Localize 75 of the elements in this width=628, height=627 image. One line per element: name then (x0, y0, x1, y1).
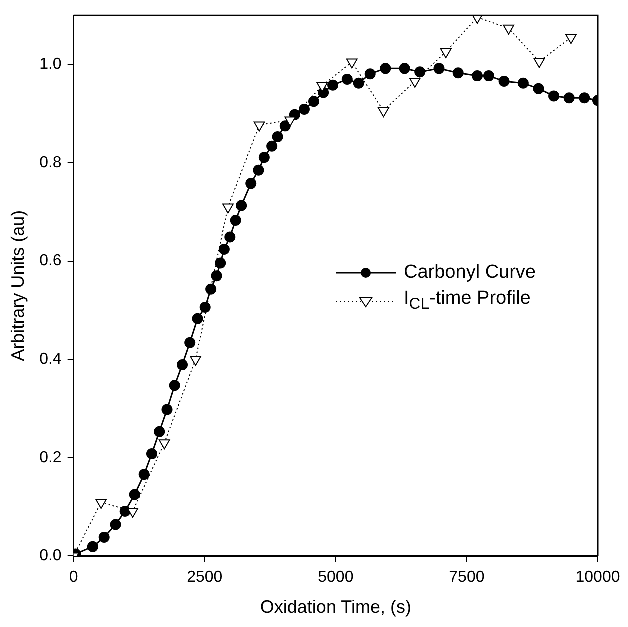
y-tick-label: 1.0 (40, 56, 62, 74)
point (452, 68, 464, 79)
y-tick-label: 0.0 (40, 548, 62, 565)
y-tick-label: 0.6 (40, 252, 62, 270)
point (498, 76, 510, 87)
x-tick-label: 10000 (576, 569, 620, 586)
point (192, 313, 204, 324)
point (96, 499, 108, 510)
point (253, 164, 264, 176)
point (503, 24, 515, 35)
point (414, 66, 426, 78)
point (110, 519, 122, 530)
legend-label: Carbonyl Curve (404, 260, 536, 285)
point (154, 426, 166, 438)
point (266, 140, 278, 152)
point (211, 270, 222, 282)
point (380, 63, 392, 74)
legend-label: I$_{CL}$-time Profile (404, 286, 531, 315)
point (206, 284, 217, 295)
point (353, 78, 364, 89)
point (258, 152, 270, 164)
point (129, 489, 140, 500)
point (518, 78, 529, 89)
point (472, 70, 483, 82)
point (566, 34, 577, 44)
point (177, 360, 188, 371)
y-tick-label: 0.8 (40, 154, 62, 172)
point (483, 70, 494, 82)
point (162, 404, 173, 416)
point (254, 122, 266, 132)
point (409, 78, 421, 88)
point (440, 48, 452, 58)
point (346, 58, 358, 69)
x-tick-label: 2500 (187, 569, 223, 586)
point (308, 96, 320, 108)
point (158, 440, 170, 450)
point (236, 200, 248, 212)
point (298, 104, 310, 115)
point (328, 80, 339, 91)
y-axis-title: Arbitrary Units (au) (8, 210, 28, 362)
point (564, 92, 575, 104)
y-tick-label: 0.4 (40, 351, 62, 368)
x-tick-label: 5000 (318, 569, 354, 586)
point (364, 68, 376, 80)
point (579, 92, 590, 104)
point (87, 541, 98, 552)
point (146, 448, 158, 460)
point (534, 58, 546, 68)
y-tick-label: 0.2 (40, 449, 62, 466)
point (230, 215, 242, 226)
point (222, 204, 234, 214)
point (548, 90, 560, 102)
point (399, 63, 410, 74)
point (246, 178, 257, 190)
point (378, 107, 390, 118)
point (224, 232, 236, 243)
point (272, 131, 284, 142)
point (184, 337, 196, 348)
point (533, 83, 544, 94)
point (127, 508, 139, 518)
point (200, 302, 211, 314)
point (434, 63, 445, 74)
point (280, 120, 291, 132)
point (215, 258, 226, 269)
point (98, 532, 110, 544)
point (138, 469, 150, 480)
x-tick-label: 7500 (449, 569, 485, 586)
point (190, 356, 202, 366)
point (284, 116, 296, 127)
point (218, 244, 230, 256)
x-tick-label: 0 (69, 569, 78, 586)
point (169, 380, 180, 392)
point (342, 74, 353, 85)
x-axis-title: Oxidation Time, (s) (260, 597, 412, 618)
point (316, 82, 328, 92)
